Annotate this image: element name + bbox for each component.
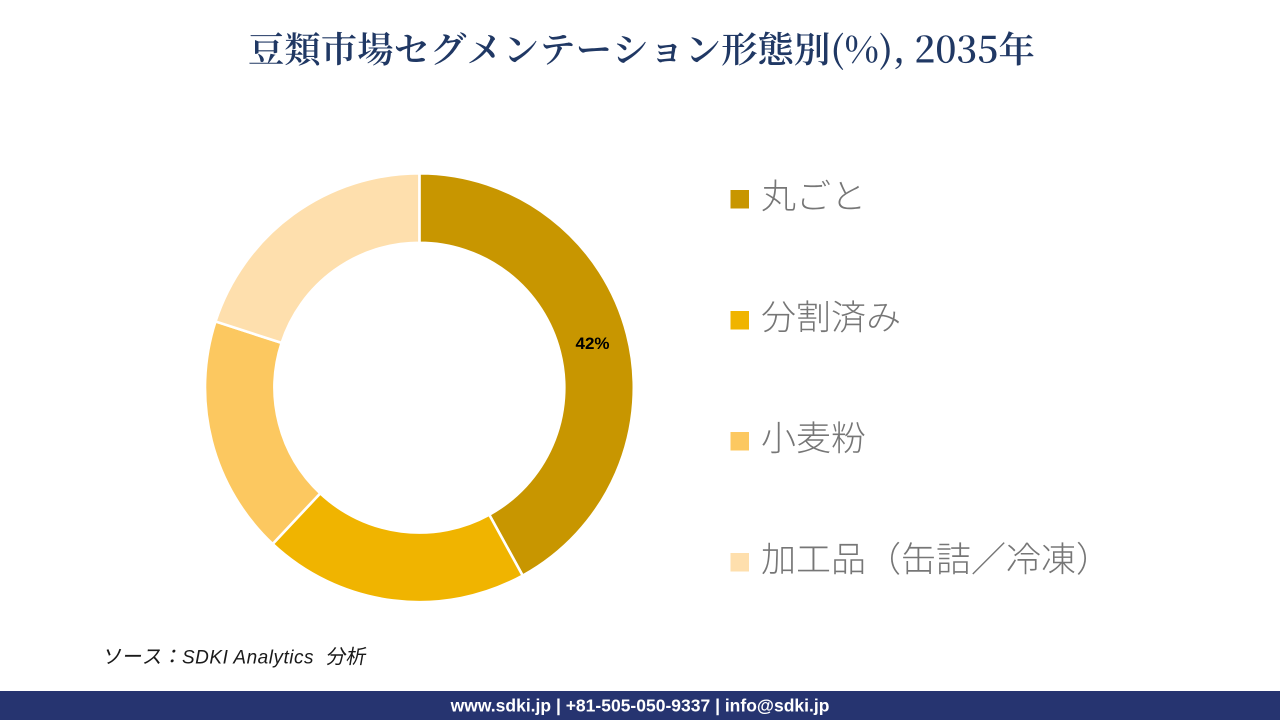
svg-text:SDKI Analytics: SDKI Analytics (182, 648, 314, 669)
svg-text:42%: 42% (575, 334, 609, 353)
